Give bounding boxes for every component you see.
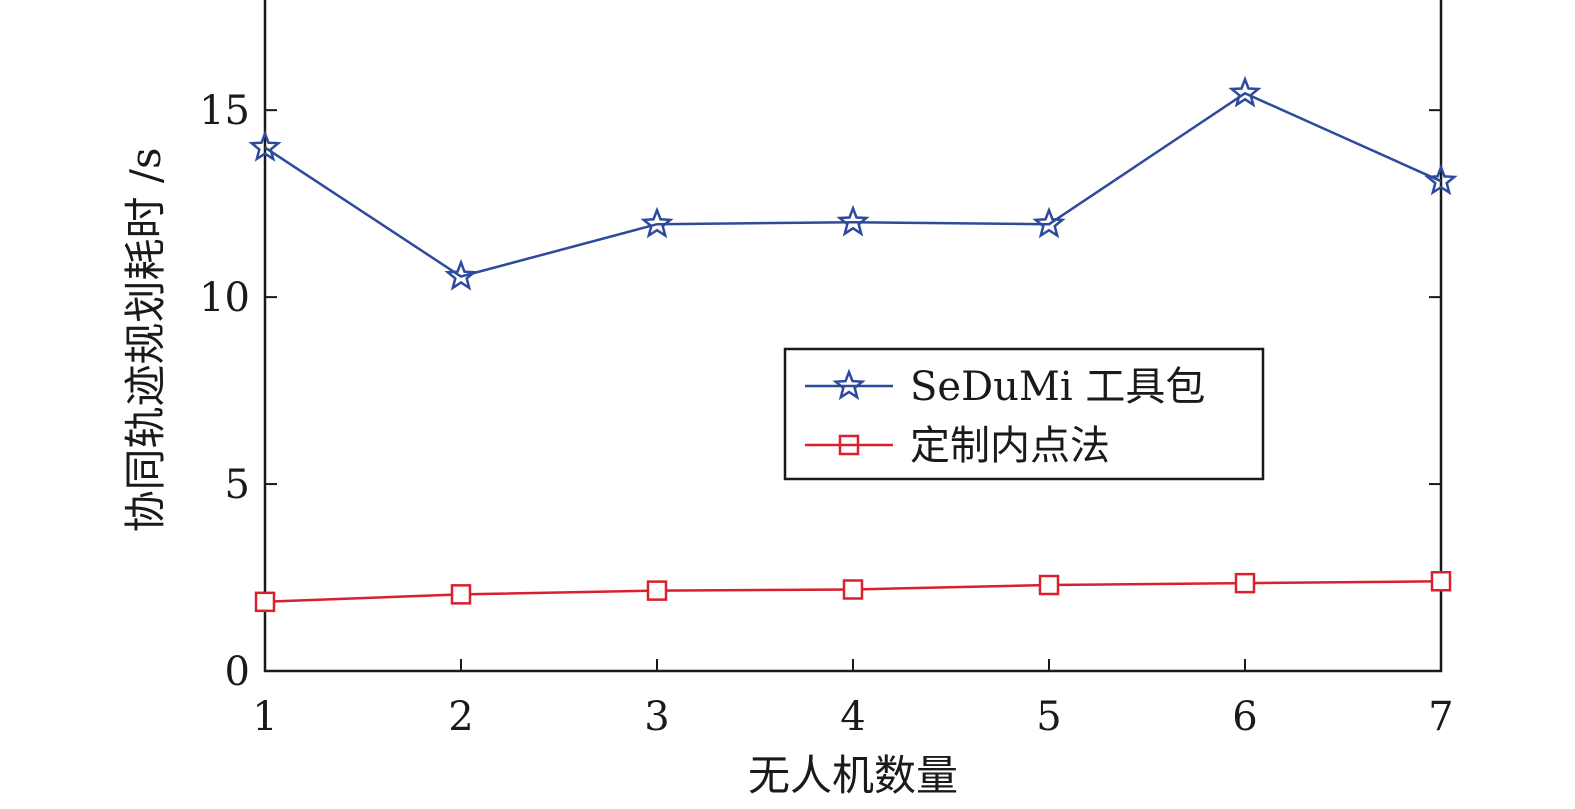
y-tick-label: 15 bbox=[199, 88, 250, 134]
y-tick-label: 5 bbox=[225, 462, 250, 508]
x-tick-label: 2 bbox=[448, 694, 473, 740]
legend-square-marker bbox=[838, 434, 860, 456]
legend-label-sedumi: SeDuMi 工具包 bbox=[910, 364, 1205, 410]
series-layer bbox=[248, 75, 1458, 613]
axis-ticks: 1 2 3 4 5 6 7 0 5 10 15 bbox=[199, 88, 1454, 740]
x-axis-label: 无人机数量 bbox=[748, 751, 958, 800]
series-line-0 bbox=[264, 91, 1442, 278]
legend-box bbox=[783, 347, 1265, 481]
square-marker bbox=[1234, 572, 1256, 594]
star-marker bbox=[1424, 163, 1458, 196]
square-marker bbox=[254, 591, 276, 613]
x-tick-label: 1 bbox=[252, 694, 277, 740]
legend-star-marker bbox=[832, 368, 866, 401]
y-axis-label: 协同轨迹规划耗时 /s bbox=[121, 147, 170, 532]
y-tick-label: 0 bbox=[225, 649, 250, 695]
x-tick-label: 6 bbox=[1232, 694, 1257, 740]
square-marker bbox=[450, 584, 472, 605]
star-marker bbox=[836, 204, 870, 237]
y-tick-label: 10 bbox=[199, 275, 250, 321]
star-marker bbox=[248, 130, 282, 162]
square-marker bbox=[646, 580, 668, 601]
x-tick-label: 5 bbox=[1036, 694, 1061, 740]
legend: SeDuMi 工具包 定制内点法 bbox=[783, 347, 1265, 481]
square-marker bbox=[842, 579, 864, 600]
star-marker bbox=[444, 258, 478, 291]
star-marker bbox=[1032, 206, 1066, 239]
star-marker bbox=[1228, 75, 1262, 108]
x-tick-label: 4 bbox=[840, 694, 865, 740]
legend-label-interior-point: 定制内点法 bbox=[910, 423, 1110, 469]
x-tick-label: 3 bbox=[644, 694, 669, 740]
x-tick-label: 7 bbox=[1428, 694, 1453, 740]
square-marker bbox=[1038, 574, 1060, 596]
plot-frame bbox=[263, 0, 1443, 673]
star-marker bbox=[640, 206, 674, 239]
square-marker bbox=[1430, 571, 1452, 592]
